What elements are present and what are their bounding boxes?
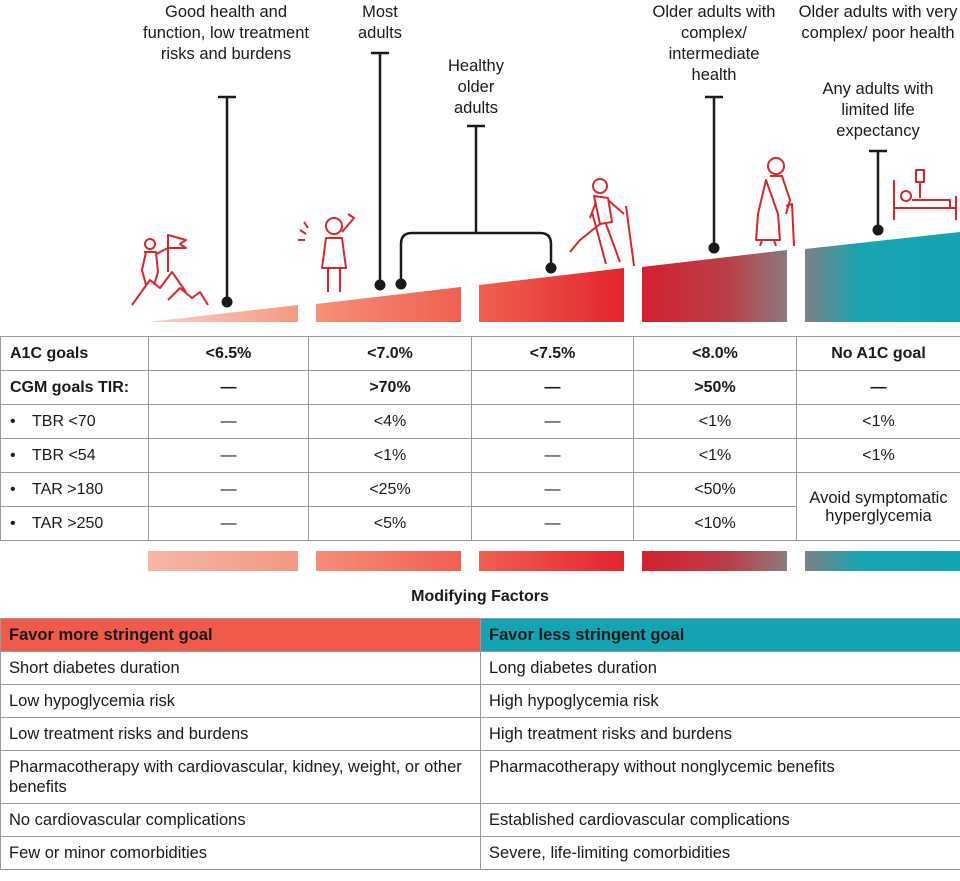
- color-bar-5: [805, 551, 960, 571]
- table-row: No cardiovascular complications Establish…: [0, 803, 960, 837]
- ramp-segment-2: [316, 287, 461, 322]
- label-poor-health: Older adults with very complex/ poor hea…: [798, 3, 958, 42]
- label-complex-health: Older adults with complex/ intermediate …: [652, 3, 776, 84]
- ramp-segment-4: [642, 250, 787, 322]
- label-good-health: Good health and function, low treatment …: [143, 3, 309, 63]
- ramp-segment-3: [479, 268, 624, 322]
- table-row: Pharmacotherapy with cardiovascular, kid…: [0, 750, 960, 804]
- table-row: CGM goals TIR: — >70% — >50% —: [0, 370, 960, 405]
- tar180-label: TAR >180: [32, 480, 104, 498]
- table-row: • TAR >250 — <5% — <10%: [0, 506, 960, 541]
- tar250-label: TAR >250: [32, 514, 104, 532]
- table-row: Short diabetes duration Long diabetes dur…: [0, 651, 960, 685]
- avoid-hyperglycemia: Avoid symptomatic hyperglycemia: [796, 472, 960, 541]
- color-bar-4: [642, 551, 787, 571]
- ramp-segment-1: [148, 305, 298, 322]
- modifying-factors-table: Favor more stringent goal Favor less str…: [0, 618, 960, 870]
- a1c-label: A1C goals: [0, 336, 149, 371]
- older-adult-cane-icon: [755, 157, 795, 247]
- table-row: Low treatment risks and burdens High trea…: [0, 717, 960, 751]
- right-header: Favor less stringent goal: [480, 618, 960, 652]
- person-flag-icon: [131, 234, 209, 306]
- modifying-factors-title: Modifying Factors: [411, 588, 549, 605]
- table-row: Favor more stringent goal Favor less str…: [0, 618, 960, 652]
- table-row: A1C goals <6.5% <7.0% <7.5% <8.0% No A1C…: [0, 336, 960, 371]
- color-bar-3: [479, 551, 624, 571]
- glycemic-goals-table: A1C goals <6.5% <7.0% <7.5% <8.0% No A1C…: [0, 336, 960, 541]
- color-bar-1: [148, 551, 298, 571]
- left-header: Favor more stringent goal: [0, 618, 481, 652]
- cgm-label: CGM goals TIR:: [0, 370, 149, 405]
- label-most-adults: Most adults: [357, 3, 403, 42]
- hiking-older-adult-icon: [569, 178, 635, 267]
- ramp-segment-5: [805, 232, 960, 322]
- hospital-bed-icon: [893, 169, 957, 220]
- waving-person-icon: [298, 213, 355, 292]
- label-limited-life: Any adults with limited life expectancy: [822, 80, 934, 140]
- table-row: Few or minor comorbidities Severe, life-l…: [0, 836, 960, 870]
- table-row: Low hypoglycemia risk High hypoglycemia r…: [0, 684, 960, 718]
- goal-ramp-illustration: [131, 51, 960, 322]
- table-row: • TBR <54 — <1% — <1% <1%: [0, 438, 960, 473]
- tbr54-label: TBR <54: [32, 446, 96, 464]
- table-row: • TAR >180 — <25% — <50% Avoid symptomati…: [0, 472, 960, 541]
- tbr70-label: TBR <70: [32, 412, 96, 430]
- color-bar-2: [316, 551, 461, 571]
- label-healthy-older-adults: Healthy older adults: [448, 57, 504, 117]
- table-row: • TBR <70 — <4% — <1% <1%: [0, 404, 960, 439]
